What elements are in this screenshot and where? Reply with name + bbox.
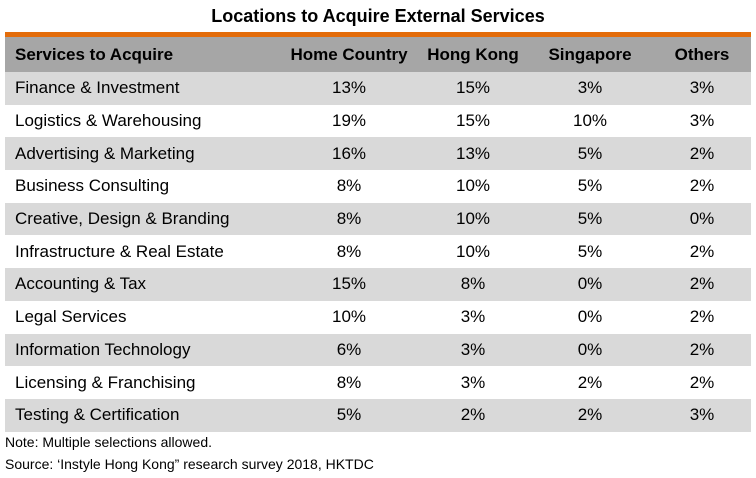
- value-cell: 15%: [455, 111, 491, 131]
- value-cell: 2%: [460, 405, 486, 425]
- header-cell: Singapore: [548, 45, 632, 64]
- service-label-cell: Legal Services: [15, 307, 127, 327]
- value-cell: 0%: [577, 274, 603, 294]
- service-label-cell: Infrastructure & Real Estate: [15, 241, 224, 261]
- value-cell: 13%: [455, 143, 491, 163]
- value-cell: 15%: [331, 274, 367, 294]
- value-cell: 10%: [455, 176, 491, 196]
- value-cell: 2%: [577, 405, 603, 425]
- table-row: Information Technology 6% 3% 0% 2%: [5, 333, 751, 367]
- note-text: Note: Multiple selections allowed.: [5, 434, 212, 450]
- header-cell: Services to Acquire: [15, 45, 174, 64]
- value-cell: 0%: [577, 339, 603, 359]
- value-cell: 2%: [689, 176, 715, 196]
- table-row: Licensing & Franchising 8% 3% 2% 2%: [5, 366, 751, 399]
- source-text: Source: ‘Instyle Hong Kong” research sur…: [5, 456, 374, 472]
- value-cell: 3%: [577, 78, 603, 98]
- header-cell: Hong Kong: [427, 45, 519, 64]
- value-cell: 8%: [336, 241, 362, 261]
- value-cell: 8%: [460, 274, 486, 294]
- services-table: Services to Acquire Home Country Hong Ko…: [5, 37, 751, 432]
- service-label-cell: Testing & Certification: [15, 405, 180, 425]
- value-cell: 10%: [455, 241, 491, 261]
- value-cell: 15%: [455, 78, 491, 98]
- service-label-cell: Finance & Investment: [15, 78, 180, 98]
- value-cell: 5%: [577, 241, 603, 261]
- value-cell: 8%: [336, 209, 362, 229]
- value-cell: 10%: [572, 111, 608, 131]
- service-label-cell: Creative, Design & Branding: [15, 209, 230, 229]
- value-cell: 2%: [689, 339, 715, 359]
- value-cell: 6%: [336, 339, 362, 359]
- table-row: Finance & Investment 13% 15% 3% 3%: [5, 72, 751, 105]
- value-cell: 8%: [336, 372, 362, 392]
- table-row: Accounting & Tax 15% 8% 0% 2%: [5, 268, 751, 301]
- accent-rule: [5, 32, 751, 37]
- table-row: Legal Services 10% 3% 0% 2%: [5, 300, 751, 334]
- table-row: Business Consulting 8% 10% 5% 2%: [5, 170, 751, 203]
- service-label-cell: Information Technology: [15, 339, 191, 359]
- value-cell: 19%: [331, 111, 367, 131]
- service-label-cell: Licensing & Franchising: [15, 372, 196, 392]
- value-cell: 16%: [331, 143, 367, 163]
- service-label-cell: Business Consulting: [15, 176, 170, 196]
- header-cell: Others: [674, 45, 730, 64]
- value-cell: 2%: [689, 241, 715, 261]
- value-cell: 2%: [577, 372, 603, 392]
- service-label-cell: Advertising & Marketing: [15, 143, 195, 163]
- value-cell: 3%: [689, 111, 715, 131]
- value-cell: 3%: [460, 339, 486, 359]
- value-cell: 2%: [689, 372, 715, 392]
- table-row: Testing & Certification 5% 2% 2% 3%: [5, 398, 751, 432]
- table-row: Infrastructure & Real Estate 8% 10% 5% 2%: [5, 235, 751, 269]
- value-cell: 3%: [689, 405, 715, 425]
- table-row: Advertising & Marketing 16% 13% 5% 2%: [5, 137, 751, 171]
- value-cell: 5%: [577, 176, 603, 196]
- value-cell: 8%: [336, 176, 362, 196]
- table-body: Finance & Investment 13% 15% 3% 3% Logistics …: [5, 72, 751, 432]
- value-cell: 0%: [689, 209, 715, 229]
- value-cell: 10%: [331, 307, 367, 327]
- service-label-cell: Accounting & Tax: [15, 274, 147, 294]
- header-row: Services to Acquire Home Country Hong Ko…: [5, 37, 751, 72]
- table-row: Logistics & Warehousing 19% 15% 10% 3%: [5, 104, 751, 138]
- value-cell: 10%: [455, 209, 491, 229]
- header-cell: Home Country: [290, 45, 408, 64]
- value-cell: 3%: [460, 307, 486, 327]
- value-cell: 3%: [689, 78, 715, 98]
- value-cell: 2%: [689, 307, 715, 327]
- value-cell: 13%: [331, 78, 367, 98]
- value-cell: 0%: [577, 307, 603, 327]
- value-cell: 5%: [577, 143, 603, 163]
- table-row: Creative, Design & Branding 8% 10% 5% 0%: [5, 202, 751, 236]
- table-title: Locations to Acquire External Services: [211, 6, 545, 26]
- value-cell: 3%: [460, 372, 486, 392]
- value-cell: 5%: [577, 209, 603, 229]
- service-label-cell: Logistics & Warehousing: [15, 111, 202, 131]
- value-cell: 5%: [336, 405, 362, 425]
- value-cell: 2%: [689, 143, 715, 163]
- value-cell: 2%: [689, 274, 715, 294]
